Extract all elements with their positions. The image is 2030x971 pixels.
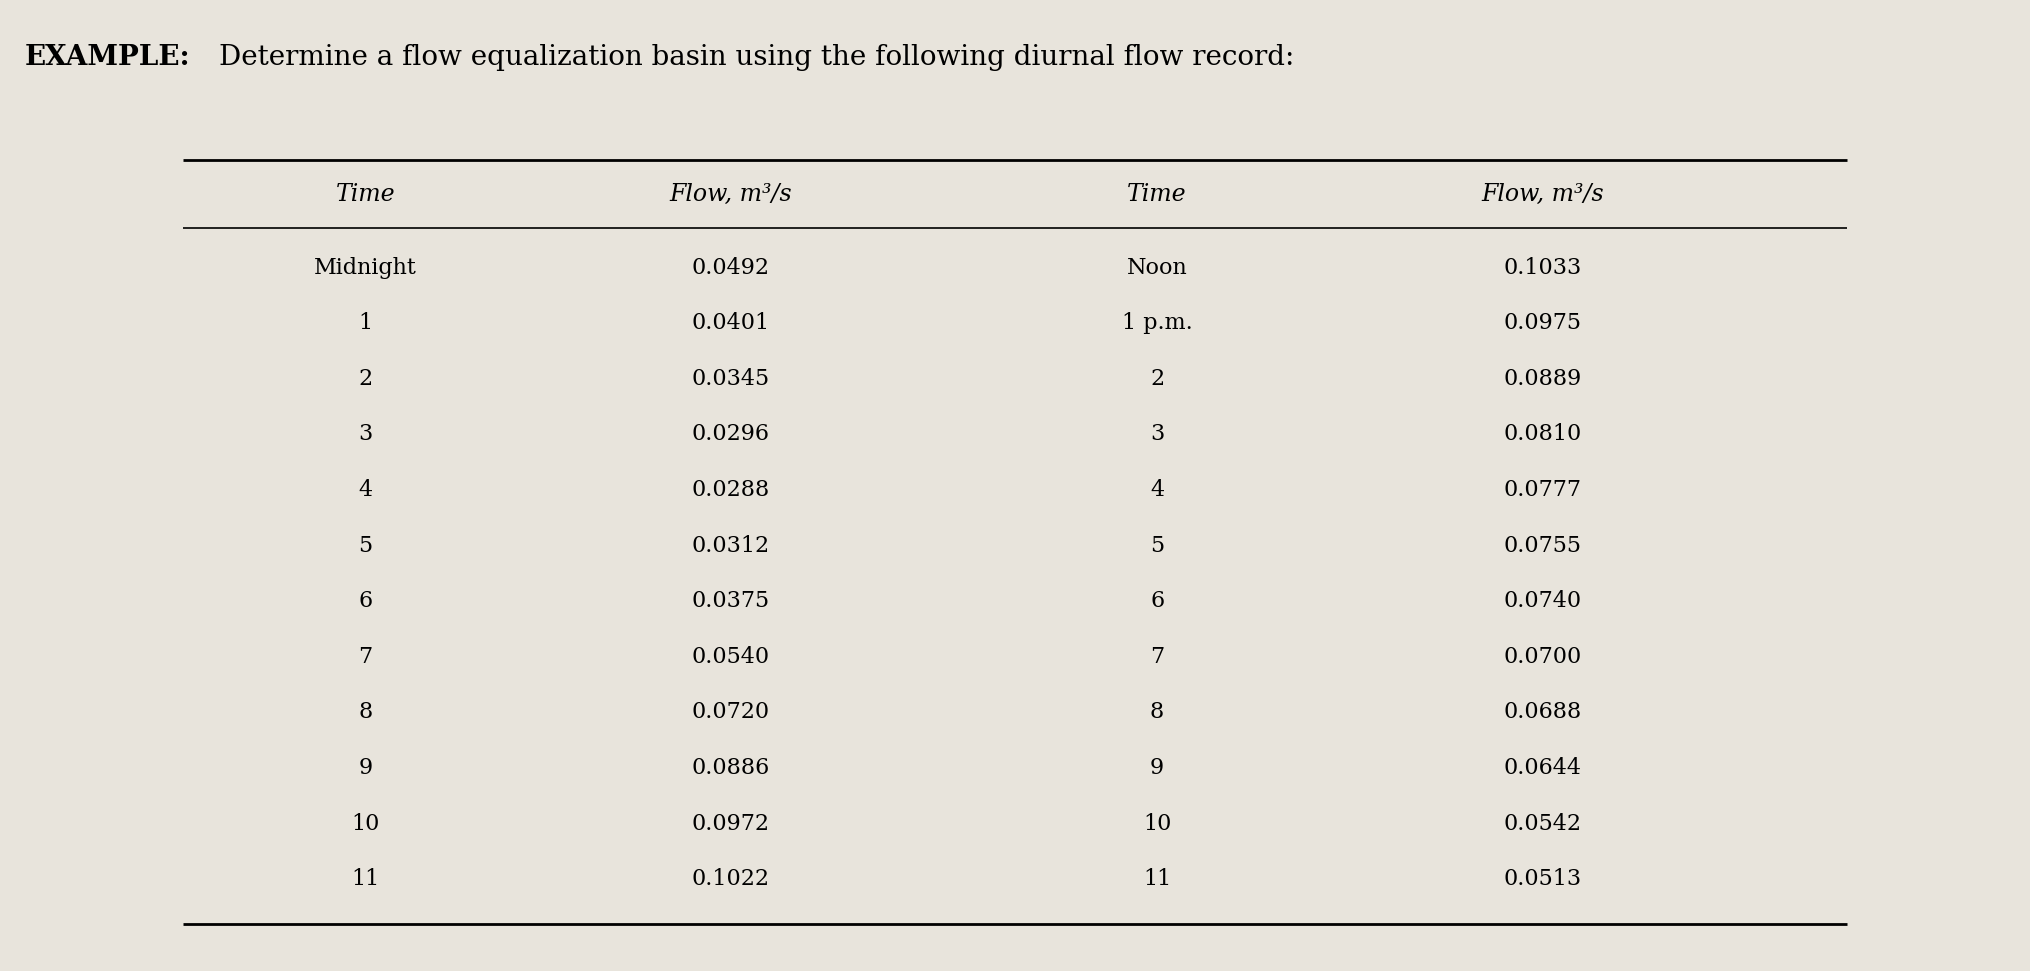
Text: 0.0542: 0.0542 [1504, 813, 1581, 834]
Text: 10: 10 [351, 813, 380, 834]
Text: 0.0375: 0.0375 [692, 590, 769, 612]
Text: 0.0688: 0.0688 [1504, 701, 1581, 723]
Text: Time: Time [1127, 183, 1188, 206]
Text: 1: 1 [359, 313, 371, 334]
Text: 0.0972: 0.0972 [692, 813, 769, 834]
Text: 0.0345: 0.0345 [692, 368, 769, 389]
Text: 0.1022: 0.1022 [692, 868, 769, 890]
Text: 0.1033: 0.1033 [1504, 256, 1581, 279]
Text: 2: 2 [359, 368, 371, 389]
Text: 8: 8 [357, 701, 374, 723]
Text: 3: 3 [357, 423, 374, 446]
Text: 11: 11 [351, 868, 380, 890]
Text: 3: 3 [1149, 423, 1165, 446]
Text: 0.0720: 0.0720 [692, 701, 769, 723]
Text: Noon: Noon [1127, 256, 1188, 279]
Text: 0.0810: 0.0810 [1504, 423, 1581, 446]
Text: 0.0288: 0.0288 [692, 479, 769, 501]
Text: 5: 5 [1151, 535, 1163, 556]
Text: 1 p.m.: 1 p.m. [1123, 313, 1192, 334]
Text: 0.0312: 0.0312 [692, 535, 769, 556]
Text: 8: 8 [1149, 701, 1165, 723]
Text: 9: 9 [359, 757, 371, 779]
Text: 0.0975: 0.0975 [1504, 313, 1581, 334]
Text: Midnight: Midnight [315, 256, 416, 279]
Text: 6: 6 [1151, 590, 1163, 612]
Text: Time: Time [335, 183, 396, 206]
Text: 0.0889: 0.0889 [1504, 368, 1581, 389]
Text: 0.0644: 0.0644 [1504, 757, 1581, 779]
Text: 0.0755: 0.0755 [1504, 535, 1581, 556]
Text: 0.0401: 0.0401 [692, 313, 769, 334]
Text: 2: 2 [1151, 368, 1163, 389]
Text: 0.0513: 0.0513 [1504, 868, 1581, 890]
Text: 4: 4 [1151, 479, 1163, 501]
Text: 0.0492: 0.0492 [692, 256, 769, 279]
Text: 0.0777: 0.0777 [1504, 479, 1581, 501]
Text: 5: 5 [359, 535, 371, 556]
Text: 0.0296: 0.0296 [692, 423, 769, 446]
Text: 9: 9 [1151, 757, 1163, 779]
Text: 0.0886: 0.0886 [692, 757, 769, 779]
Text: 7: 7 [359, 646, 371, 668]
Text: Determine a flow equalization basin using the following diurnal flow record:: Determine a flow equalization basin usin… [219, 44, 1295, 71]
Text: 0.0540: 0.0540 [692, 646, 769, 668]
Text: 10: 10 [1143, 813, 1171, 834]
Text: 6: 6 [359, 590, 371, 612]
Text: EXAMPLE:: EXAMPLE: [24, 44, 191, 71]
Text: Flow, m³/s: Flow, m³/s [670, 183, 792, 206]
Text: 0.0740: 0.0740 [1504, 590, 1581, 612]
Text: 7: 7 [1151, 646, 1163, 668]
Text: 11: 11 [1143, 868, 1171, 890]
Text: 0.0700: 0.0700 [1504, 646, 1581, 668]
Text: Flow, m³/s: Flow, m³/s [1482, 183, 1604, 206]
Text: 4: 4 [359, 479, 371, 501]
